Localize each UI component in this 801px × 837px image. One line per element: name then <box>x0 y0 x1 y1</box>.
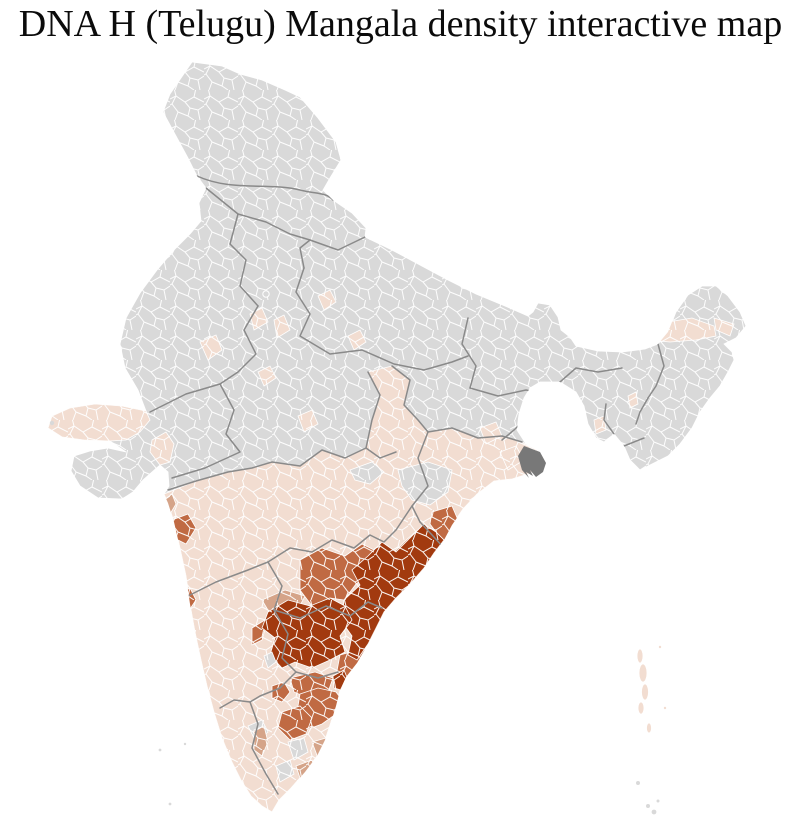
delhi-enclave[interactable] <box>262 290 270 298</box>
district-mesh-overlay <box>48 62 746 812</box>
map-title: DNA H (Telugu) Mangala density interacti… <box>18 3 783 45</box>
region-nicobar-islands[interactable] <box>636 781 660 815</box>
region-sundarbans[interactable] <box>518 446 546 478</box>
state-borders <box>149 175 665 795</box>
region-andaman-islands[interactable] <box>636 645 668 734</box>
region-lakshadweep[interactable] <box>158 742 187 806</box>
region-kutch-islet[interactable] <box>49 420 55 426</box>
